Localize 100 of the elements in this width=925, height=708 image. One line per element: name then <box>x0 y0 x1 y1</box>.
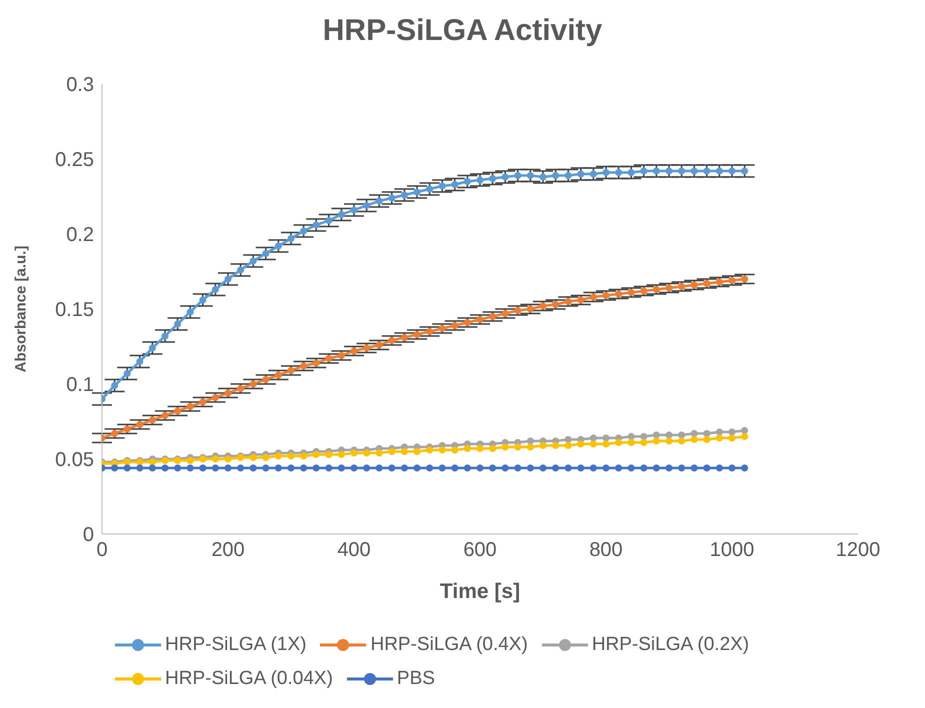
point <box>489 175 496 182</box>
point <box>162 332 168 340</box>
point <box>577 170 584 178</box>
point <box>514 444 522 450</box>
point <box>237 266 244 274</box>
point <box>325 217 332 224</box>
x-tick-label: 0 <box>96 539 108 562</box>
point <box>124 426 131 432</box>
point <box>274 464 282 472</box>
point <box>590 170 597 178</box>
point <box>426 328 434 335</box>
legend-label: HRP-SiLGA (0.2X) <box>592 634 750 656</box>
point <box>666 464 672 472</box>
point <box>476 464 484 472</box>
point <box>464 178 471 185</box>
point <box>124 370 131 377</box>
point <box>489 313 496 320</box>
y-tick-label: 0.15 <box>55 299 94 322</box>
point <box>716 464 723 472</box>
point <box>464 445 471 452</box>
point <box>464 319 471 326</box>
point <box>489 445 496 452</box>
point <box>502 444 509 450</box>
point <box>325 464 332 472</box>
point <box>274 452 282 460</box>
point <box>363 464 370 472</box>
point <box>577 440 584 448</box>
point <box>564 442 572 449</box>
point <box>338 464 345 472</box>
point <box>388 448 396 455</box>
point <box>678 432 686 438</box>
point <box>325 355 332 362</box>
point <box>376 450 383 456</box>
point <box>615 464 622 472</box>
chart-title: HRP-SiLGA Activity <box>322 13 604 49</box>
point <box>262 464 270 472</box>
point <box>274 242 282 250</box>
point <box>388 464 396 472</box>
point <box>199 296 206 304</box>
point <box>451 464 458 472</box>
point <box>363 202 370 209</box>
point <box>628 464 635 472</box>
point <box>388 194 396 202</box>
point <box>136 421 144 428</box>
point <box>451 322 458 329</box>
point <box>376 342 383 348</box>
point <box>426 464 434 472</box>
x-axis-title: Time [s] <box>440 580 520 603</box>
point <box>426 446 434 454</box>
y-tick-label: 0.3 <box>66 74 94 96</box>
point <box>741 168 748 174</box>
point <box>388 337 396 344</box>
point <box>451 181 458 188</box>
point <box>564 436 572 443</box>
point <box>728 464 736 472</box>
point <box>741 433 748 440</box>
point <box>652 432 660 438</box>
x-tick-label: 800 <box>589 539 623 562</box>
legend-label: HRP-SiLGA (1X) <box>165 634 306 656</box>
point <box>262 250 270 257</box>
legend-label: HRP-SiLGA (0.04X) <box>165 668 333 690</box>
point <box>628 433 635 440</box>
point <box>186 464 194 472</box>
point <box>666 438 672 444</box>
point <box>526 172 534 179</box>
point <box>250 464 257 472</box>
x-tick-label: 400 <box>337 539 371 562</box>
point <box>690 436 698 443</box>
point <box>174 320 182 328</box>
point <box>690 168 698 174</box>
point <box>476 176 484 184</box>
point <box>602 440 610 448</box>
point <box>312 451 320 458</box>
point <box>690 464 698 472</box>
point <box>438 182 446 190</box>
point <box>376 198 383 204</box>
point <box>552 172 560 179</box>
y-tick-label: 0.25 <box>55 149 94 172</box>
point <box>741 427 748 434</box>
point <box>666 168 672 174</box>
point <box>426 186 434 192</box>
point <box>502 174 509 180</box>
point <box>224 390 232 396</box>
point <box>678 168 686 174</box>
point <box>212 456 219 462</box>
point <box>136 358 144 365</box>
point <box>602 169 610 176</box>
y-tick-label: 0.05 <box>55 449 94 472</box>
point <box>376 464 383 472</box>
x-tick-label: 200 <box>211 539 245 562</box>
point <box>325 451 332 458</box>
point <box>186 457 194 464</box>
point <box>728 428 736 436</box>
point <box>148 464 156 472</box>
point <box>602 464 610 472</box>
point <box>288 464 294 472</box>
y-tick-label: 0.1 <box>66 374 94 396</box>
point <box>312 464 320 472</box>
legend-label: PBS <box>396 668 435 690</box>
point <box>224 464 232 472</box>
